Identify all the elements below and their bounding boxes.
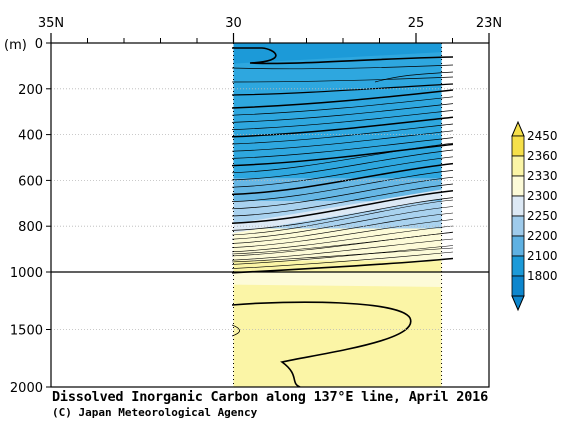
colorbar: 2450 2360 2330 2300 2250 2200 2100 1800 [511, 120, 558, 312]
contour-line-14 [232, 142, 453, 174]
x-tick-label-23N: 23N [476, 16, 502, 31]
colorbar-swatch-6 [511, 255, 525, 277]
dic-band-mid [233, 272, 442, 287]
contour-line-15 [232, 149, 453, 181]
axes: 0 200 400 600 800 1000 1500 2000 (m) 35N 30 25 23N [4, 16, 502, 396]
contour-line-12 [232, 137, 453, 159]
contour-line-6 [232, 96, 453, 116]
colorbar-label-2300: 2300 [527, 189, 558, 203]
dic-band-surface [233, 43, 442, 64]
contour-line-17 [232, 162, 453, 196]
contour-line-7 [232, 103, 453, 123]
contour-line-18 [232, 170, 453, 202]
colorbar-label-2360: 2360 [527, 149, 558, 163]
contour-line-11 [232, 130, 453, 152]
contour-line-30 [232, 245, 453, 265]
colorbar-swatch-0 [511, 135, 525, 157]
colorbar-top-arrow [511, 120, 525, 137]
colorbar-swatch-7 [511, 275, 525, 297]
colorbar-label-1800: 1800 [527, 269, 558, 283]
contour-line-8 [232, 110, 453, 130]
contour-line-27 [232, 225, 453, 253]
contour-line-4 [374, 71, 453, 83]
colorbar-swatch-2 [511, 175, 525, 197]
contour-line-24 [232, 206, 453, 240]
contour-line-20 [232, 183, 453, 217]
contour-line-2 [232, 76, 453, 83]
colorbar-bottom-arrow [511, 295, 525, 312]
x-tick-label-25: 25 [408, 16, 425, 31]
y-tick-label-0: 0 [35, 37, 43, 52]
contour-line-1 [232, 64, 453, 70]
chart-credit: (C) Japan Meteorological Agency [52, 406, 258, 419]
y-tick-label-2000: 2000 [10, 381, 43, 396]
y-tick-label-600: 600 [18, 174, 43, 189]
y-tick-label-1500: 1500 [10, 324, 43, 339]
contour-line-5 [232, 89, 453, 109]
colorbar-swatch-1 [511, 155, 525, 177]
colorbar-swatch-5 [511, 235, 525, 257]
colorbar-label-2100: 2100 [527, 249, 558, 263]
contour-line-22 [232, 197, 453, 231]
y-tick-label-200: 200 [18, 83, 43, 98]
dic-band-3 [233, 228, 442, 261]
contour-line-36 [232, 324, 240, 337]
contour-line-10 [232, 123, 453, 145]
contour-line-26 [232, 219, 453, 248]
colorbar-label-2450: 2450 [527, 129, 558, 143]
y-tick-label-800: 800 [18, 220, 43, 235]
colorbar-swatch-4 [511, 215, 525, 237]
contour-line-25 [232, 212, 453, 244]
y-tick-label-400: 400 [18, 129, 43, 144]
contour-line-16 [232, 156, 453, 188]
y-tick-label-1000: 1000 [10, 266, 43, 281]
contour-line-13 [232, 143, 453, 167]
colorbar-label-2200: 2200 [527, 229, 558, 243]
chart-title: Dissolved Inorganic Carbon along 137°E l… [52, 389, 489, 405]
contour-line-23 [232, 199, 453, 236]
contour-line-33 [232, 231, 453, 255]
colorbar-label-2250: 2250 [527, 209, 558, 223]
contour-line-34 [232, 247, 453, 263]
x-tick-label-35N: 35N [38, 16, 64, 31]
contour-line-3 [232, 83, 453, 96]
y-unit-label: (m) [4, 38, 27, 53]
contour-line-32 [232, 257, 453, 274]
colorbar-label-2330: 2330 [527, 169, 558, 183]
contour-line-21 [232, 190, 453, 224]
colorbar-swatch-3 [511, 195, 525, 217]
contour-line-29 [232, 238, 453, 261]
contour-line-31 [232, 251, 453, 269]
contour-line-9 [232, 116, 453, 138]
contour-line-35 [232, 301, 412, 387]
data-area [232, 43, 453, 387]
contour-line-0 [232, 47, 453, 65]
x-tick-label-30: 30 [225, 16, 242, 31]
